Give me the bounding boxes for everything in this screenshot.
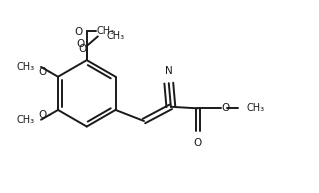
Text: O: O (74, 27, 83, 37)
Text: N: N (165, 66, 173, 76)
Text: CH₃: CH₃ (96, 26, 115, 36)
Text: O: O (39, 110, 47, 120)
Text: O: O (78, 44, 87, 54)
Text: CH₃: CH₃ (17, 62, 35, 72)
Text: CH₃: CH₃ (17, 115, 35, 125)
Text: O: O (39, 67, 47, 77)
Text: O: O (222, 103, 230, 113)
Text: CH₃: CH₃ (107, 31, 125, 41)
Text: O: O (76, 39, 84, 49)
Text: O: O (194, 138, 202, 148)
Text: CH₃: CH₃ (247, 103, 265, 113)
